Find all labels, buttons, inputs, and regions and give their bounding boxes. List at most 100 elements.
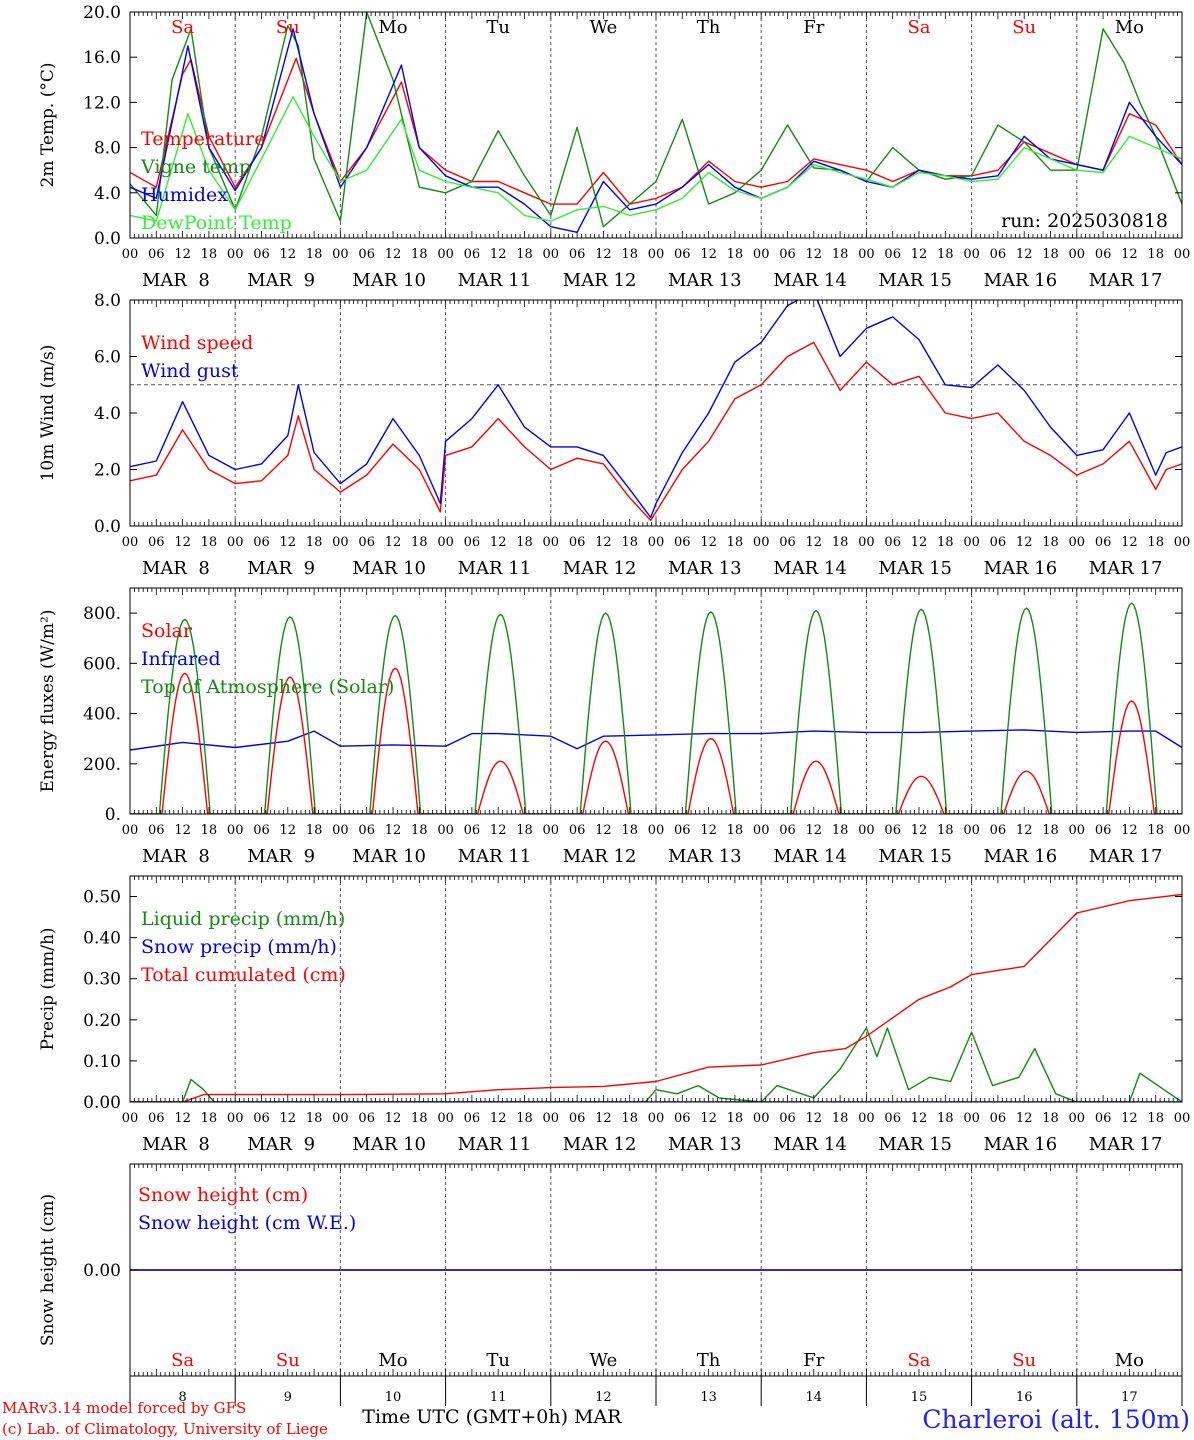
date-label: MAR 15 — [878, 1134, 952, 1155]
hour-tick-label: 00 — [437, 823, 454, 838]
y-tick-label: 12.0 — [83, 93, 121, 113]
legend-entry: Snow precip (mm/h) — [141, 936, 337, 958]
hour-tick-label: 18 — [201, 535, 218, 550]
hour-tick-label: 06 — [674, 1111, 691, 1126]
hour-tick-label: 06 — [569, 1111, 586, 1126]
day-number-label: 17 — [1121, 1390, 1138, 1405]
hour-tick-label: 12 — [1016, 823, 1033, 838]
date-label: MAR 11 — [458, 558, 532, 579]
hour-tick-label: 18 — [832, 1111, 849, 1126]
hour-tick-label: 00 — [1174, 535, 1191, 550]
date-label: MAR 13 — [668, 558, 742, 579]
hour-tick-label: 12 — [490, 1111, 507, 1126]
hour-tick-label: 06 — [358, 1111, 375, 1126]
legend-entry: Temperature — [141, 128, 265, 150]
hour-tick-label: 06 — [148, 1111, 165, 1126]
hour-tick-label: 06 — [1095, 1111, 1112, 1126]
series-line — [130, 57, 1182, 205]
hour-tick-label: 12 — [174, 247, 191, 262]
hour-tick-label: 12 — [490, 535, 507, 550]
hour-tick-label: 12 — [280, 247, 297, 262]
y-axis-title: Precip (mm/h) — [38, 927, 58, 1050]
hour-tick-label: 00 — [332, 535, 349, 550]
hour-tick-label: 00 — [227, 1111, 244, 1126]
hour-tick-label: 00 — [648, 823, 665, 838]
y-tick-label: 0.50 — [83, 888, 121, 908]
hour-tick-label: 12 — [911, 823, 928, 838]
hour-tick-label: 12 — [595, 247, 612, 262]
hour-tick-label: 18 — [832, 823, 849, 838]
weekday-label: Su — [276, 17, 300, 38]
date-label: MAR 9 — [247, 558, 315, 579]
energy-panel: 0. 200. 400. 600. 800. Energy fluxes (W/m²) So… — [38, 587, 1191, 867]
location-label: Charleroi (alt. 150m) — [922, 1405, 1190, 1434]
weekday-label: Th — [697, 1350, 721, 1371]
date-label: MAR 17 — [1089, 558, 1163, 579]
hour-tick-label: 06 — [253, 535, 270, 550]
hour-tick-label: 12 — [385, 247, 402, 262]
hour-tick-label: 18 — [727, 1111, 744, 1126]
date-label: MAR 13 — [668, 1134, 742, 1155]
hour-tick-label: 12 — [1016, 247, 1033, 262]
date-label: MAR 9 — [247, 270, 315, 291]
hour-tick-label: 06 — [1095, 823, 1112, 838]
hour-tick-label: 12 — [700, 823, 717, 838]
hour-tick-label: 18 — [621, 535, 638, 550]
hour-tick-label: 00 — [227, 535, 244, 550]
hour-tick-label: 18 — [621, 247, 638, 262]
hour-tick-label: 18 — [1042, 823, 1059, 838]
weekday-label: Mo — [1115, 1350, 1144, 1371]
series-line — [130, 729, 1182, 751]
hour-tick-label: 18 — [1042, 1111, 1059, 1126]
y-tick-label: 0.40 — [83, 929, 121, 949]
hour-tick-label: 18 — [201, 1111, 218, 1126]
hour-tick-label: 00 — [753, 1111, 770, 1126]
hour-tick-label: 00 — [543, 535, 560, 550]
date-label: MAR 14 — [773, 846, 847, 867]
weekday-label: Mo — [378, 17, 407, 38]
hour-tick-label: 12 — [174, 535, 191, 550]
temp-series — [130, 12, 1182, 233]
date-label: MAR 10 — [352, 270, 426, 291]
date-label: MAR 10 — [352, 846, 426, 867]
hour-tick-label: 00 — [963, 1111, 980, 1126]
weekday-label: Sa — [907, 17, 930, 38]
hour-tick-label: 18 — [306, 1111, 323, 1126]
hour-tick-label: 12 — [806, 535, 823, 550]
date-label: MAR 14 — [773, 1134, 847, 1155]
hour-tick-label: 00 — [753, 247, 770, 262]
hour-tick-label: 00 — [858, 1111, 875, 1126]
hour-tick-label: 00 — [858, 535, 875, 550]
day-number-label: 12 — [595, 1390, 612, 1405]
hour-tick-label: 06 — [148, 247, 165, 262]
y-tick-label: 6.0 — [94, 348, 121, 368]
y-axis-title: 10m Wind (m/s) — [38, 345, 58, 482]
hour-tick-label: 06 — [569, 247, 586, 262]
hour-ticks — [129, 1164, 1183, 1376]
hour-tick-label: 06 — [884, 535, 901, 550]
date-label: MAR 12 — [563, 1134, 637, 1155]
hour-tick-label: 18 — [1147, 823, 1164, 838]
temp-panel: 0.0 4.0 8.0 12.0 16.0 20.0 2m Temp. (°C) Temper… — [38, 3, 1190, 291]
day-number-label: 13 — [700, 1390, 717, 1405]
hour-tick-label: 00 — [963, 823, 980, 838]
hour-tick-label: 00 — [437, 1111, 454, 1126]
legend-entry: Wind gust — [141, 360, 239, 382]
y-tick-label: 0.00 — [83, 1261, 121, 1281]
legend-entry: Total cumulated (cm) — [141, 964, 346, 986]
hour-tick-label: 12 — [1016, 535, 1033, 550]
y-tick-label: 0.0 — [94, 517, 121, 537]
hour-tick-label: 00 — [1174, 823, 1191, 838]
hour-tick-label: 00 — [543, 823, 560, 838]
weekday-label: Su — [1012, 17, 1036, 38]
hour-tick-label: 06 — [148, 823, 165, 838]
y-tick-label: 4.0 — [94, 184, 121, 204]
day-number-label: 15 — [911, 1390, 928, 1405]
y-tick-label: 20.0 — [83, 3, 121, 23]
hour-tick-label: 00 — [543, 1111, 560, 1126]
hour-tick-label: 12 — [1121, 1111, 1138, 1126]
hour-tick-label: 00 — [227, 823, 244, 838]
legend-entry: DewPoint Temp — [141, 212, 292, 234]
hour-tick-label: 18 — [1042, 535, 1059, 550]
legend-entry: Humidex — [141, 184, 228, 206]
